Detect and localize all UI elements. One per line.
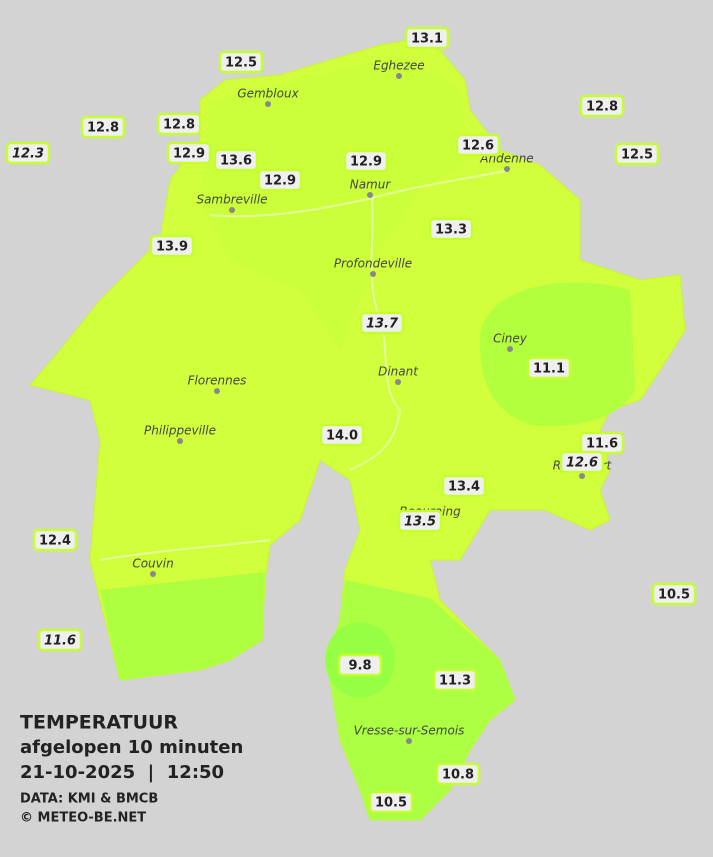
- station-box: [368, 790, 414, 814]
- station-box: [37, 628, 83, 652]
- town-dot: [396, 73, 402, 79]
- station-value: 13.9: [156, 240, 188, 255]
- station-value: 12.3: [12, 147, 44, 162]
- station-box: [455, 133, 501, 157]
- town-dot: [370, 271, 376, 277]
- station-value: 12.6: [566, 456, 598, 471]
- station-value: 11.1: [533, 362, 565, 377]
- station-box: [218, 50, 264, 74]
- station-box: [359, 311, 405, 335]
- station-box: [166, 141, 212, 165]
- town-label: Ciney: [493, 332, 528, 346]
- station-box: [579, 94, 625, 118]
- station-value: 13.3: [435, 223, 467, 238]
- station-box: [614, 142, 660, 166]
- town-dot: [150, 571, 156, 577]
- station-box: [149, 234, 195, 258]
- town-dot: [265, 101, 271, 107]
- station-box: [441, 474, 487, 498]
- station-box: [559, 450, 605, 474]
- station-box: [213, 148, 259, 172]
- town-dot: [395, 379, 401, 385]
- station-value: 12.9: [350, 155, 382, 170]
- station-box: [5, 141, 51, 165]
- town-label: Philippeville: [144, 424, 216, 438]
- town-label: Gembloux: [237, 87, 299, 101]
- town-label: Namur: [350, 178, 392, 192]
- cool-zone: [325, 580, 515, 820]
- station-box: [343, 149, 389, 173]
- town-label: Profondeville: [334, 257, 412, 271]
- station-value: 13.6: [220, 154, 252, 169]
- station-box: [337, 653, 383, 677]
- town-label: Vresse-sur-Semois: [354, 724, 465, 738]
- station-value: 11.6: [586, 437, 618, 452]
- station-box: [32, 528, 78, 552]
- station-value: 13.4: [448, 480, 480, 495]
- station-value: 10.5: [375, 796, 407, 811]
- station-box: [319, 423, 365, 447]
- town-dot: [229, 207, 235, 213]
- legend-title: TEMPERATUUR: [20, 712, 178, 734]
- station-value: 13.7: [366, 317, 399, 332]
- station-value: 12.5: [225, 56, 257, 71]
- town-dot: [504, 166, 510, 172]
- station-box: [435, 762, 481, 786]
- town-label: Eghezee: [373, 59, 424, 73]
- station-box: [397, 509, 443, 533]
- town-label: Florennes: [188, 374, 247, 388]
- station-box: [404, 26, 450, 50]
- station-value: 10.8: [442, 768, 474, 783]
- town-dot: [507, 346, 513, 352]
- station-value: 10.5: [658, 588, 690, 603]
- town-dot: [367, 192, 373, 198]
- station-value: 9.8: [348, 659, 371, 674]
- town-dot: [177, 438, 183, 444]
- cool-zone: [480, 282, 635, 427]
- legend-datetime: 21-10-2025 | 12:50: [20, 762, 224, 783]
- legend-subtitle: afgelopen 10 minuten: [20, 737, 243, 758]
- town-label: Couvin: [132, 557, 173, 571]
- town-dot: [406, 738, 412, 744]
- station-box: [156, 112, 202, 136]
- town-label: Dinant: [378, 365, 419, 379]
- legend: TEMPERATUUR afgelopen 10 minuten 21-10-2…: [20, 712, 243, 826]
- station-box: [257, 168, 303, 192]
- station-value: 12.6: [462, 139, 494, 154]
- station-box: [526, 356, 572, 380]
- station-value: 14.0: [326, 429, 358, 444]
- legend-credit: © METEO-BE.NET: [20, 811, 146, 826]
- station-value: 12.8: [586, 100, 618, 115]
- station-box: [80, 115, 126, 139]
- station-box: [432, 668, 478, 692]
- town-dot: [214, 388, 220, 394]
- station-value: 12.9: [264, 174, 296, 189]
- station-box: [428, 217, 474, 241]
- cool-zone: [100, 572, 265, 680]
- station-value: 12.4: [39, 534, 71, 549]
- legend-source: DATA: KMI & BMCB: [20, 792, 158, 807]
- station-value: 13.1: [411, 32, 443, 47]
- warm-zone: [200, 55, 470, 350]
- station-value: 11.3: [439, 674, 471, 689]
- station-value: 12.5: [621, 148, 653, 163]
- station-value: 11.6: [44, 634, 76, 649]
- station-value: 12.8: [163, 118, 195, 133]
- town-label: Sambreville: [196, 193, 267, 207]
- town-dot: [579, 473, 585, 479]
- station-value: 12.9: [173, 147, 205, 162]
- station-box: [651, 582, 697, 606]
- station-value: 12.8: [87, 121, 119, 136]
- river: [99, 169, 511, 561]
- station-value: 13.5: [404, 515, 436, 530]
